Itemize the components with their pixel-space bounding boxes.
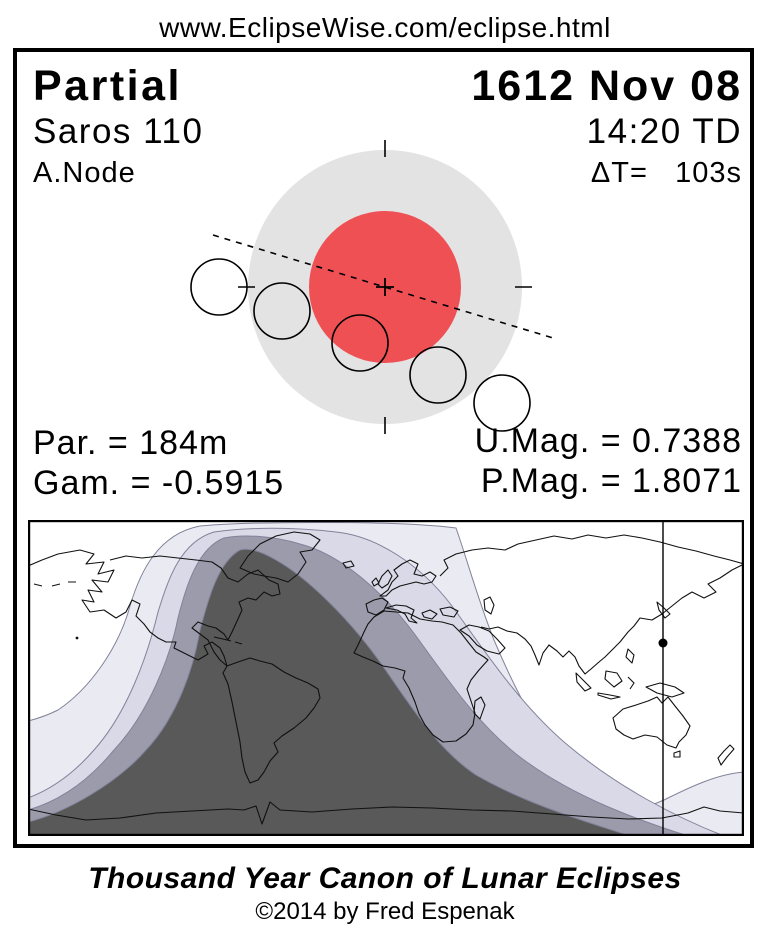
hawaii [75, 636, 79, 640]
eclipse-geometry-figure [190, 140, 554, 434]
antarctica-coast [28, 801, 744, 825]
arabia-coast [459, 624, 506, 655]
madagascar [473, 696, 486, 720]
copyright-line: ©2014 by Fred Espenak [255, 898, 515, 925]
europe-coast [379, 559, 437, 597]
node-label: A.Node [33, 157, 136, 189]
indonesia-islands [575, 670, 685, 700]
moon-circle [253, 282, 311, 340]
iberia-coast [365, 597, 389, 616]
moon-circle [190, 258, 248, 316]
partial-duration-stat: Par. = 184m [33, 424, 229, 462]
delta-t-value: ΔT= 103s [590, 157, 742, 189]
mediterranean-coast [385, 604, 459, 624]
philippines [625, 648, 635, 664]
australia-coast [612, 696, 691, 758]
new-zealand [717, 744, 735, 766]
site-url: www.EclipseWise.com/eclipse.html [159, 12, 611, 43]
shadow-center-cross [376, 278, 394, 296]
caribbean-islands [213, 636, 243, 645]
eclipse-type-label: Partial [33, 62, 182, 110]
moon-circle [331, 314, 389, 372]
asia-north-coast [439, 534, 744, 577]
coastlines [28, 531, 744, 825]
eclipse-card: Partial 1612 Nov 08 Saros 110 14:20 TD A… [13, 48, 754, 848]
canon-title: Thousand Year Canon of Lunar Eclipses [88, 862, 682, 895]
africa-coast [353, 610, 489, 743]
saros-label: Saros 110 [33, 112, 204, 151]
greenland-coast [239, 531, 321, 583]
aleutian-islands [33, 581, 76, 587]
band-dark-night [28, 548, 631, 836]
moon-circle [473, 374, 531, 432]
moon-contact-circles [190, 258, 531, 432]
visibility-bands [28, 522, 744, 836]
south-america-coast [222, 657, 321, 784]
visibility-map [28, 520, 744, 836]
gamma-stat: Gam. = -0.5915 [33, 464, 285, 502]
eclipse-date: 1612 Nov 08 [471, 62, 742, 110]
iceland [342, 560, 355, 569]
map-frame [28, 520, 744, 836]
umbral-magnitude-stat: U.Mag. = 0.7388 [474, 422, 742, 460]
moon-zenith-point [658, 638, 668, 648]
north-america-coast [28, 549, 281, 667]
moon-circle [409, 346, 467, 404]
penumbral-magnitude-stat: P.Mag. = 1.8071 [480, 462, 742, 500]
asia-east-coast [480, 563, 744, 675]
british-isles [371, 569, 393, 589]
caspian-sea [483, 596, 495, 615]
greatest-eclipse-time: 14:20 TD [586, 112, 742, 151]
